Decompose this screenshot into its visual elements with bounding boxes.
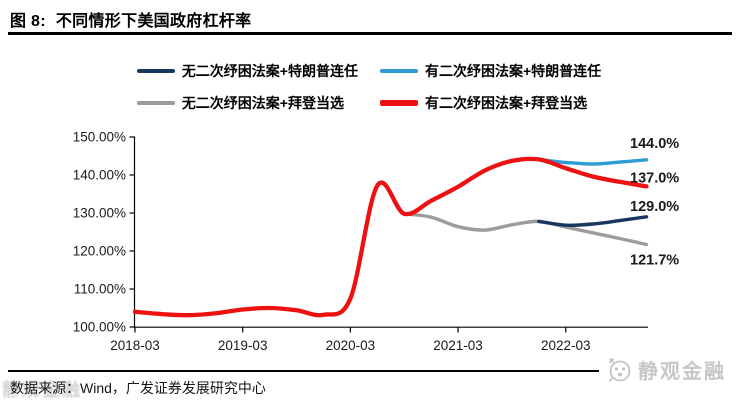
- legend-swatch-red: [380, 100, 418, 106]
- y-tick-label: 150.00%: [73, 130, 126, 145]
- bottom-divider: [8, 370, 732, 372]
- legend-item-no-bill-trump: 无二次纾困法案+特朗普连任: [136, 61, 358, 81]
- series-line-no-bill-trump: [537, 215, 649, 227]
- y-tick-label: 130.00%: [73, 206, 126, 221]
- legend-swatch-navy: [136, 69, 175, 73]
- y-tick-label: 120.00%: [73, 244, 126, 259]
- legend-label: 有二次纾困法案+特朗普连任: [425, 63, 602, 79]
- series-line-bill-biden: [132, 156, 649, 318]
- brand-watermark-text: 静观金融: [638, 360, 726, 383]
- faint-watermark-stamp: 静观金融: [2, 380, 82, 400]
- legend-item-no-bill-biden: 无二次纾困法案+拜登当选: [136, 93, 358, 113]
- axis-lines: [133, 136, 648, 328]
- chart-legend: 无二次纾困法案+特朗普连任 有二次纾困法案+特朗普连任 无二次纾困法案+拜登当选…: [0, 61, 738, 113]
- series-line-bill-trump: [537, 157, 649, 166]
- title-divider: [8, 32, 732, 35]
- figure-title-text: 不同情形下美国政府杠杆率: [55, 13, 252, 30]
- legend-label: 有二次纾困法案+拜登当选: [425, 95, 588, 111]
- figure-title: 图 8: 不同情形下美国政府杠杆率: [10, 7, 251, 31]
- end-label-bill-trump: 144.0%: [630, 136, 679, 152]
- end-label-no-bill-trump: 129.0%: [630, 199, 679, 215]
- legend-swatch-blue: [380, 69, 418, 73]
- legend-item-bill-biden: 有二次纾困法案+拜登当选: [380, 93, 601, 113]
- figure-label: 图 8:: [10, 13, 46, 30]
- x-tick-label: 2019-03: [218, 338, 268, 353]
- legend-item-bill-trump: 有二次纾困法案+特朗普连任: [380, 61, 601, 81]
- legend-label: 无二次纾困法案+特朗普连任: [181, 63, 358, 79]
- y-tick-label: 100.00%: [73, 320, 126, 335]
- x-tick-label: 2021-03: [433, 338, 483, 353]
- y-tick-label: 110.00%: [74, 282, 126, 297]
- data-source-note: 数据来源：Wind，广发证券发展研究中心: [10, 380, 266, 396]
- y-tick-label: 140.00%: [73, 168, 126, 183]
- x-tick-label: 2018-03: [110, 338, 160, 353]
- x-tick-label: 2022-03: [541, 338, 591, 353]
- panda-face-icon: [609, 358, 631, 382]
- legend-grid: 无二次纾困法案+特朗普连任 有二次纾困法案+特朗普连任 无二次纾困法案+拜登当选…: [136, 61, 601, 113]
- legend-swatch-gray: [136, 101, 175, 105]
- legend-label: 无二次纾困法案+拜登当选: [181, 95, 344, 111]
- series-line-no-bill-biden: [402, 212, 649, 247]
- end-label-bill-biden: 137.0%: [630, 170, 679, 186]
- brand-watermark: 静观金融: [599, 352, 732, 386]
- end-label-no-bill-biden: 121.7%: [630, 253, 679, 269]
- x-tick-label: 2020-03: [326, 338, 376, 353]
